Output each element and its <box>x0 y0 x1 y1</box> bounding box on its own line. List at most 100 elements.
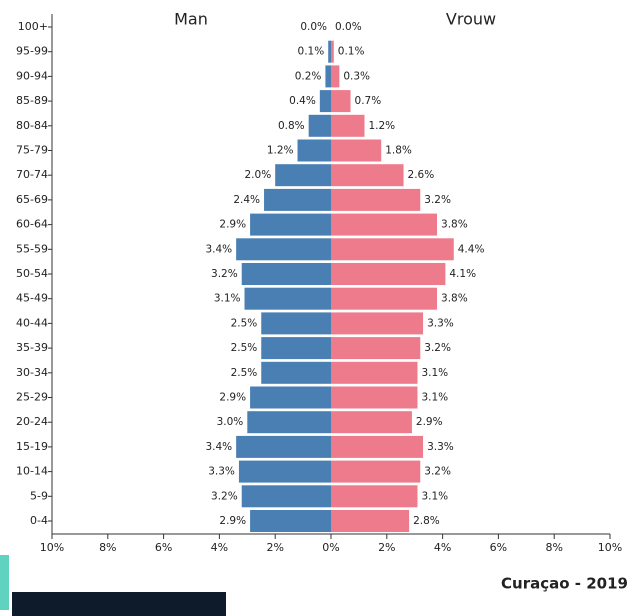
value-label: 2.9% <box>416 416 443 428</box>
value-label: 0.7% <box>355 95 382 107</box>
bar <box>319 90 331 113</box>
y-tick-label: 70-74 <box>16 168 48 181</box>
value-label: 0.1% <box>338 46 365 58</box>
y-tick-label: 35-39 <box>16 341 48 354</box>
x-tick-label: 8% <box>545 541 562 554</box>
y-tick-label: 60-64 <box>16 218 48 231</box>
x-tick-label: 8% <box>99 541 116 554</box>
bar <box>331 386 418 409</box>
x-tick-label: 10% <box>40 541 64 554</box>
x-tick-label: 10% <box>598 541 622 554</box>
bar <box>244 287 331 310</box>
value-label: 3.8% <box>441 293 468 305</box>
bar <box>261 361 331 384</box>
y-tick-label: 100+ <box>18 20 48 33</box>
y-tick-label: 80-84 <box>16 119 48 132</box>
y-tick-label: 15-19 <box>16 440 48 453</box>
y-tick-label: 30-34 <box>16 366 48 379</box>
bar <box>331 90 351 113</box>
value-label: 4.4% <box>458 243 485 255</box>
bar <box>331 510 410 532</box>
bar <box>250 510 331 532</box>
y-tick-label: 95-99 <box>16 45 48 58</box>
bar <box>331 238 454 261</box>
bar <box>331 164 404 187</box>
y-tick-label: 75-79 <box>16 144 48 157</box>
y-tick-label: 0-4 <box>30 514 48 527</box>
value-label: 3.1% <box>214 293 241 305</box>
value-label: 3.4% <box>205 441 232 453</box>
bar <box>331 287 438 310</box>
value-label: 2.5% <box>231 367 258 379</box>
value-label: 0.8% <box>278 120 305 132</box>
value-label: 3.4% <box>205 243 232 255</box>
bar <box>247 411 331 434</box>
value-label: 2.5% <box>231 317 258 329</box>
value-label: 3.0% <box>217 416 244 428</box>
value-label: 3.3% <box>427 317 454 329</box>
bar <box>241 485 331 508</box>
x-tick-label: 6% <box>490 541 507 554</box>
bar <box>250 213 331 236</box>
bar <box>250 386 331 409</box>
bar <box>331 188 421 211</box>
y-tick-label: 40-44 <box>16 316 48 329</box>
value-label: 1.2% <box>368 120 395 132</box>
bar <box>275 164 331 187</box>
bar <box>331 411 412 434</box>
value-label: 2.9% <box>219 392 246 404</box>
value-label: 3.1% <box>421 392 448 404</box>
value-label: 3.2% <box>211 268 238 280</box>
bar <box>331 40 334 63</box>
chart-title: Curaçao - 2019 <box>501 575 628 593</box>
y-tick-label: 5-9 <box>30 489 48 502</box>
y-tick-label: 45-49 <box>16 292 48 305</box>
value-label: 3.1% <box>421 490 448 502</box>
bar <box>236 435 331 458</box>
value-label: 0.4% <box>289 95 316 107</box>
value-label: 0.0% <box>335 21 362 33</box>
value-label: 2.4% <box>233 194 260 206</box>
bar <box>331 485 418 508</box>
value-label: 2.6% <box>408 169 435 181</box>
value-label: 4.1% <box>449 268 476 280</box>
brand-box <box>12 592 226 616</box>
bar <box>236 238 331 261</box>
bar <box>331 139 382 162</box>
legend-label: Man <box>174 10 208 29</box>
bar <box>264 188 331 211</box>
value-label: 2.9% <box>219 515 246 527</box>
y-tick-label: 55-59 <box>16 242 48 255</box>
bar <box>331 435 424 458</box>
bar <box>261 337 331 360</box>
bar <box>331 361 418 384</box>
x-tick-label: 0% <box>322 541 339 554</box>
y-tick-label: 10-14 <box>16 465 48 478</box>
value-label: 2.8% <box>413 515 440 527</box>
bar <box>308 114 331 137</box>
accent-strip <box>0 555 9 610</box>
x-tick-label: 2% <box>266 541 283 554</box>
bar <box>331 114 365 137</box>
bar <box>331 213 438 236</box>
x-tick-label: 6% <box>155 541 172 554</box>
bar <box>297 139 331 162</box>
x-tick-label: 2% <box>378 541 395 554</box>
value-label: 3.2% <box>424 194 451 206</box>
value-label: 2.5% <box>231 342 258 354</box>
y-tick-label: 90-94 <box>16 69 48 82</box>
y-tick-label: 25-29 <box>16 391 48 404</box>
value-label: 3.1% <box>421 367 448 379</box>
x-tick-label: 4% <box>434 541 451 554</box>
value-label: 1.2% <box>267 145 294 157</box>
value-label: 1.8% <box>385 145 412 157</box>
value-label: 0.0% <box>300 21 327 33</box>
value-label: 3.2% <box>424 342 451 354</box>
value-label: 2.9% <box>219 219 246 231</box>
value-label: 3.2% <box>424 466 451 478</box>
value-label: 0.1% <box>298 46 325 58</box>
bar <box>331 337 421 360</box>
value-label: 2.0% <box>245 169 272 181</box>
bar <box>238 460 331 483</box>
value-label: 3.2% <box>211 490 238 502</box>
